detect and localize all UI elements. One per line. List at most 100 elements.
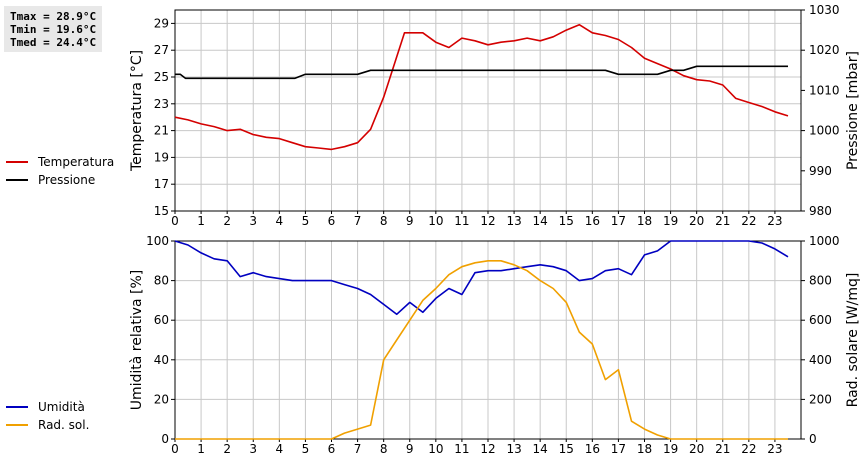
chart1-xtick-label-4: 4 [276, 214, 284, 228]
chart1-xtick-label-19: 19 [663, 214, 678, 228]
chart1-ytick-label-27: 27 [154, 43, 169, 57]
chart2-xtick-label-8: 8 [380, 442, 388, 456]
chart1-ytick-label-23: 23 [154, 97, 169, 111]
legend-label-radsol: Rad. sol. [38, 418, 90, 432]
chart2-y2tick-label-0: 0 [809, 432, 817, 446]
chart1-y2tick-label-1020: 1020 [809, 43, 840, 57]
chart2-xtick-label-20: 20 [689, 442, 704, 456]
stat-tmed: Tmed = 24.4°C [10, 36, 97, 49]
chart1-ytick-label-17: 17 [154, 177, 169, 191]
stat-tmin: Tmin = 19.6°C [10, 23, 97, 36]
chart2-xtick-label-1: 1 [197, 442, 205, 456]
chart1-xtick-label-0: 0 [171, 214, 179, 228]
legend-swatch-radsol [6, 424, 28, 426]
chart2-ylabel: Umidità relativa [%] [129, 270, 145, 411]
chart2-ytick-label-20: 20 [154, 392, 169, 406]
chart1-series-pressione [175, 65, 788, 80]
chart2-xtick-label-18: 18 [637, 442, 652, 456]
chart1-y2tick-label-980: 980 [809, 204, 832, 218]
legend-swatch-temperatura [6, 161, 28, 163]
chart1-xtick-label-10: 10 [428, 214, 443, 228]
chart1-xtick-label-18: 18 [637, 214, 652, 228]
chart1-y2tick-label-1010: 1010 [809, 83, 840, 97]
chart2-xtick-label-9: 9 [406, 442, 414, 456]
stats-box: Tmax = 28.9°C Tmin = 19.6°C Tmed = 24.4°… [4, 6, 103, 52]
chart1-xtick-label-13: 13 [506, 214, 521, 228]
chart1-xtick-label-20: 20 [689, 214, 704, 228]
chart2-ytick-label-40: 40 [154, 353, 169, 367]
chart2-y2label: Rad. solare [W/mq] [845, 273, 860, 408]
chart2-xtick-label-5: 5 [302, 442, 310, 456]
chart1-y2tick-label-1030: 1030 [809, 3, 840, 17]
chart1-xtick-label-7: 7 [354, 214, 362, 228]
chart2-xtick-label-16: 16 [585, 442, 600, 456]
chart2-ytick-label-100: 100 [146, 234, 169, 248]
legend-item-radsol: Rad. sol. [6, 416, 89, 434]
chart1-ylabel: Temperatura [°C] [129, 50, 145, 172]
legend-top: Temperatura Pressione [6, 153, 114, 189]
legend-swatch-pressione [6, 179, 28, 181]
chart1-xtick-label-3: 3 [249, 214, 257, 228]
chart2-series-umidit [174, 240, 789, 316]
chart1-xtick-label-17: 17 [611, 214, 626, 228]
chart1-xtick-label-21: 21 [715, 214, 730, 228]
chart1-ytick-label-15: 15 [154, 204, 169, 218]
chart2-xtick-label-12: 12 [480, 442, 495, 456]
chart1-xtick-label-1: 1 [197, 214, 205, 228]
chart2-xtick-label-13: 13 [506, 442, 521, 456]
chart2-xtick-label-10: 10 [428, 442, 443, 456]
chart1-ytick-label-25: 25 [154, 70, 169, 84]
chart1-ytick-label-29: 29 [154, 16, 169, 30]
legend-item-umidita: Umidità [6, 398, 89, 416]
chart2-xtick-label-0: 0 [171, 442, 179, 456]
chart1-ytick-label-21: 21 [154, 124, 169, 138]
chart2-xtick-label-22: 22 [741, 442, 756, 456]
chart2-y2tick-label-1000: 1000 [809, 234, 840, 248]
chart1-series-temperatura [174, 23, 789, 151]
chart2-y2tick-label-200: 200 [809, 392, 832, 406]
legend-label-umidita: Umidità [38, 400, 85, 414]
chart1-xtick-label-6: 6 [328, 214, 336, 228]
legend-item-pressione: Pressione [6, 171, 114, 189]
chart1-y2label: Pressione [mbar] [845, 51, 860, 170]
chart2-xtick-label-21: 21 [715, 442, 730, 456]
stat-tmax: Tmax = 28.9°C [10, 10, 97, 23]
chart1-xtick-label-5: 5 [302, 214, 310, 228]
chart1-xtick-label-14: 14 [533, 214, 548, 228]
legend-swatch-umidita [6, 406, 28, 408]
chart2-y2tick-label-600: 600 [809, 313, 832, 327]
chart2-xtick-label-4: 4 [276, 442, 284, 456]
chart2-y2tick-label-800: 800 [809, 274, 832, 288]
legend-bottom: Umidità Rad. sol. [6, 398, 89, 434]
chart1-xtick-label-22: 22 [741, 214, 756, 228]
legend-item-temperatura: Temperatura [6, 153, 114, 171]
chart1-xtick-label-9: 9 [406, 214, 414, 228]
chart2-xtick-label-2: 2 [223, 442, 231, 456]
chart1-xtick-label-23: 23 [767, 214, 782, 228]
chart1-ytick-label-19: 19 [154, 150, 169, 164]
chart1-xtick-label-16: 16 [585, 214, 600, 228]
chart2-xtick-label-15: 15 [559, 442, 574, 456]
chart1-xtick-label-8: 8 [380, 214, 388, 228]
chart2-ytick-label-80: 80 [154, 274, 169, 288]
chart2-xtick-label-14: 14 [533, 442, 548, 456]
legend-label-pressione: Pressione [38, 173, 96, 187]
chart2-xtick-label-6: 6 [328, 442, 336, 456]
chart2-xtick-label-19: 19 [663, 442, 678, 456]
chart2-xtick-label-7: 7 [354, 442, 362, 456]
chart2-ytick-label-0: 0 [161, 432, 169, 446]
chart2-xtick-label-11: 11 [454, 442, 469, 456]
chart2-series-rad-sol [175, 259, 788, 440]
chart2-y2tick-label-400: 400 [809, 353, 832, 367]
chart2-xtick-label-17: 17 [611, 442, 626, 456]
legend-label-temperatura: Temperatura [38, 155, 115, 169]
chart1-y2tick-label-990: 990 [809, 164, 832, 178]
chart1-xtick-label-11: 11 [454, 214, 469, 228]
chart1-xtick-label-2: 2 [223, 214, 231, 228]
chart2-ytick-label-60: 60 [154, 313, 169, 327]
chart1-y2tick-label-1000: 1000 [809, 124, 840, 138]
chart1-xtick-label-12: 12 [480, 214, 495, 228]
chart1-xtick-label-15: 15 [559, 214, 574, 228]
chart2-xtick-label-3: 3 [249, 442, 257, 456]
